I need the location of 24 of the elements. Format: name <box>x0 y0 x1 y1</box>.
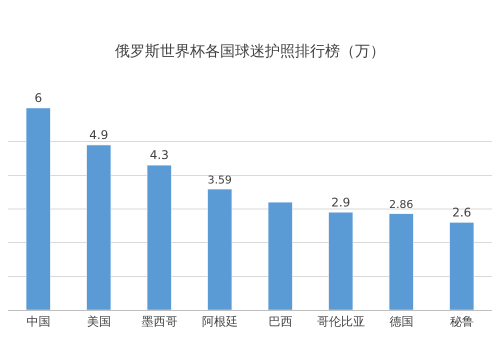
bar <box>207 188 232 310</box>
data-label: 4.3 <box>150 148 169 162</box>
x-tick-label: 阿根廷 <box>202 314 238 328</box>
x-tick-label: 秘鲁 <box>450 314 474 328</box>
x-tick-label: 巴西 <box>268 314 292 328</box>
bar <box>268 202 293 310</box>
data-label: 4.9 <box>89 128 108 142</box>
data-label: 2.86 <box>389 198 414 211</box>
x-tick-label: 美国 <box>86 314 111 328</box>
data-label: 2.6 <box>452 205 472 220</box>
data-label: 2.9 <box>331 195 350 210</box>
x-tick-label: 中国 <box>26 314 50 328</box>
bar <box>26 108 51 310</box>
data-label: 6 <box>34 91 42 105</box>
bar <box>86 144 112 310</box>
bar <box>388 213 414 310</box>
bar <box>328 212 354 310</box>
x-tick-label: 墨西哥 <box>141 314 178 328</box>
x-tick-label: 德国 <box>389 314 414 328</box>
data-label: 3.59 <box>208 173 232 186</box>
x-tick-label: 哥伦比亚 <box>316 314 365 328</box>
bar <box>146 164 172 310</box>
bar <box>449 222 474 310</box>
chart-title: 俄罗斯世界杯各国球迷护照排行榜（万） <box>115 42 385 60</box>
